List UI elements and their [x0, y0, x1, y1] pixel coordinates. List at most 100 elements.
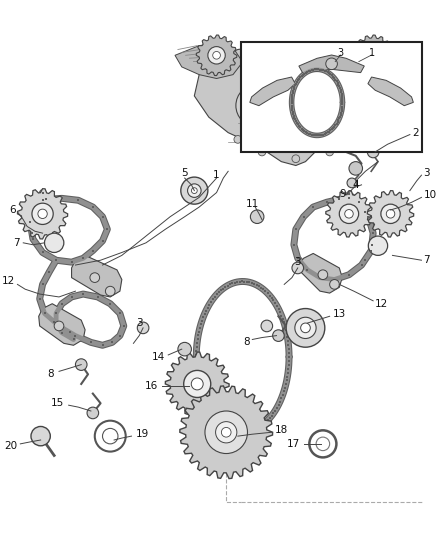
Circle shape — [313, 84, 356, 127]
Circle shape — [191, 378, 203, 390]
Circle shape — [236, 84, 279, 127]
Circle shape — [32, 203, 53, 224]
Text: 16: 16 — [145, 381, 159, 391]
Text: 1: 1 — [368, 48, 374, 58]
Polygon shape — [326, 191, 372, 237]
Circle shape — [181, 177, 208, 204]
Circle shape — [295, 317, 316, 338]
Circle shape — [309, 430, 336, 457]
Text: 7: 7 — [13, 238, 19, 248]
Text: 7: 7 — [424, 255, 430, 265]
Polygon shape — [18, 189, 68, 239]
Text: 2: 2 — [412, 127, 418, 138]
Circle shape — [330, 279, 339, 289]
Circle shape — [349, 161, 363, 175]
Polygon shape — [39, 304, 85, 345]
Circle shape — [292, 262, 304, 274]
Text: 10: 10 — [424, 190, 437, 200]
Polygon shape — [165, 352, 229, 416]
Circle shape — [368, 236, 388, 255]
Circle shape — [45, 233, 64, 253]
Circle shape — [286, 309, 325, 347]
Polygon shape — [354, 43, 414, 82]
Circle shape — [258, 148, 266, 156]
Circle shape — [221, 427, 231, 437]
Circle shape — [369, 52, 377, 59]
Polygon shape — [194, 46, 392, 165]
Text: 14: 14 — [152, 352, 165, 362]
Text: 12: 12 — [375, 298, 389, 309]
Polygon shape — [368, 77, 413, 106]
Text: 17: 17 — [286, 439, 300, 449]
Circle shape — [300, 323, 310, 333]
Circle shape — [350, 135, 358, 143]
Text: 3: 3 — [338, 48, 344, 58]
Text: 20: 20 — [4, 441, 18, 451]
Circle shape — [316, 437, 330, 450]
Circle shape — [342, 116, 350, 124]
Text: 3: 3 — [424, 168, 430, 178]
Circle shape — [251, 100, 263, 111]
Circle shape — [280, 119, 311, 150]
Circle shape — [326, 58, 337, 70]
Circle shape — [242, 116, 249, 124]
Circle shape — [215, 422, 237, 443]
Circle shape — [102, 429, 118, 444]
Text: 15: 15 — [50, 398, 64, 408]
Text: 11: 11 — [246, 199, 259, 209]
Polygon shape — [196, 35, 237, 76]
Circle shape — [38, 209, 47, 219]
Circle shape — [339, 204, 359, 223]
Circle shape — [75, 359, 87, 370]
Circle shape — [272, 330, 284, 342]
Polygon shape — [250, 77, 295, 106]
Circle shape — [234, 135, 242, 143]
Circle shape — [326, 148, 333, 156]
Circle shape — [95, 421, 126, 451]
Circle shape — [251, 210, 264, 223]
Circle shape — [90, 273, 99, 282]
Circle shape — [345, 209, 353, 218]
Circle shape — [261, 320, 272, 332]
Circle shape — [187, 184, 201, 197]
Circle shape — [54, 321, 64, 331]
Circle shape — [191, 188, 197, 193]
Text: 8: 8 — [48, 369, 54, 379]
Polygon shape — [299, 55, 364, 72]
Text: 12: 12 — [2, 277, 15, 286]
Text: 9: 9 — [339, 190, 346, 199]
Circle shape — [292, 155, 300, 163]
Circle shape — [272, 90, 280, 98]
Text: 6: 6 — [9, 205, 15, 215]
Circle shape — [184, 370, 211, 398]
Circle shape — [106, 286, 115, 296]
Circle shape — [347, 178, 357, 188]
Polygon shape — [353, 35, 393, 76]
Circle shape — [367, 146, 379, 158]
Text: 13: 13 — [332, 309, 346, 319]
Circle shape — [217, 423, 235, 441]
Circle shape — [288, 127, 304, 142]
Circle shape — [321, 92, 348, 119]
Circle shape — [213, 52, 220, 59]
Text: 1: 1 — [213, 170, 220, 180]
Text: 8: 8 — [243, 337, 249, 348]
Polygon shape — [180, 386, 272, 479]
Circle shape — [31, 426, 50, 446]
Polygon shape — [367, 191, 414, 237]
Text: 3: 3 — [136, 318, 142, 328]
Circle shape — [208, 46, 225, 64]
Circle shape — [318, 270, 328, 279]
Circle shape — [381, 204, 400, 223]
Text: 3: 3 — [294, 257, 301, 267]
Circle shape — [205, 411, 247, 454]
Circle shape — [206, 412, 247, 453]
Circle shape — [364, 46, 382, 64]
Polygon shape — [175, 43, 243, 78]
Circle shape — [311, 90, 319, 98]
Polygon shape — [71, 255, 122, 297]
Bar — [241, 42, 422, 152]
Text: 4: 4 — [353, 180, 359, 190]
Circle shape — [244, 92, 271, 119]
Text: 18: 18 — [275, 425, 288, 435]
